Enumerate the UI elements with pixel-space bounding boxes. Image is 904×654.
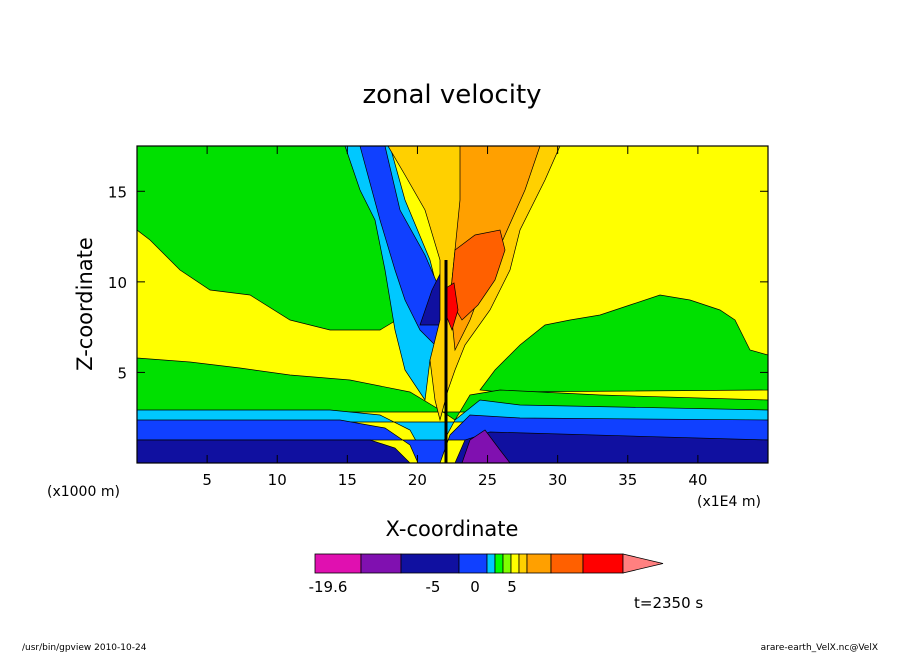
colorbar-swatch [494, 553, 504, 574]
colorbar-swatch [518, 553, 528, 574]
footer-right: arare-earth_VelX.nc@VelX [761, 643, 878, 653]
region-navy-band [137, 431, 768, 463]
colorbar-label: 5 [507, 578, 517, 596]
x-tick-label: 25 [478, 471, 497, 489]
y-tick-label: 10 [108, 274, 127, 292]
chart-title: zonal velocity [362, 80, 541, 110]
plot-frame [136, 145, 769, 464]
x-tick-label: 20 [408, 471, 427, 489]
region-purple-low [461, 429, 511, 463]
time-label: t=2350 s [634, 594, 703, 612]
x-tick-label: 40 [688, 471, 707, 489]
x-ticks: 5 10 15 20 25 30 35 40 [202, 146, 707, 489]
colorbar [314, 553, 664, 574]
colorbar-swatch [502, 553, 512, 574]
colorbar-label: 0 [470, 578, 480, 596]
colorbar-swatch [526, 553, 552, 574]
region-cyan-plume [344, 146, 446, 401]
y-tick-label: 15 [108, 183, 127, 201]
colorbar-label: -19.6 [309, 578, 348, 596]
colorbar-swatch [458, 553, 488, 574]
velocity-field [137, 146, 768, 463]
colorbar-arrow [622, 553, 664, 574]
x-tick-label: 35 [618, 471, 637, 489]
region-blue-band [137, 414, 768, 463]
colorbar-swatch [486, 553, 496, 574]
y-ticks: 5 10 15 [108, 183, 768, 382]
x-tick-label: 30 [548, 471, 567, 489]
footer-left: /usr/bin/gpview 2010-10-24 [22, 643, 147, 653]
colorbar-swatch [550, 553, 584, 574]
colorbar-labels: -19.6 -5 0 5 [309, 578, 517, 596]
y-tick-label: 5 [117, 364, 127, 382]
colorbar-swatch [360, 553, 402, 574]
region-green-right [479, 294, 768, 393]
colorbar-label: -5 [426, 578, 441, 596]
x-tick-label: 5 [202, 471, 212, 489]
x-axis-label: X-coordinate [386, 517, 519, 541]
colorbar-swatch [400, 553, 460, 574]
x-tick-label: 15 [338, 471, 357, 489]
y-unit-label: (x1000 m) [47, 484, 120, 500]
colorbar-swatch [582, 553, 624, 574]
colorbar-swatch [510, 553, 520, 574]
y-axis-label: Z-coordinate [73, 237, 97, 371]
region-cyan-band [137, 399, 768, 449]
x-tick-label: 10 [268, 471, 287, 489]
colorbar-swatch [314, 553, 362, 574]
x-unit-label: (x1E4 m) [697, 494, 761, 510]
